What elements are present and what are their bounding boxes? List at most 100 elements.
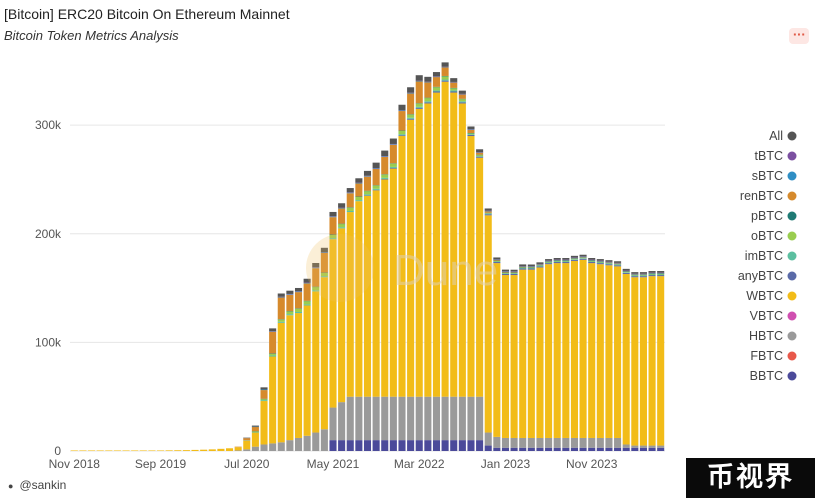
legend-label-tbtc[interactable]: tBTC: [755, 149, 783, 163]
author-credit[interactable]: ● @sankin: [8, 478, 66, 492]
bar-segment-imbtc: [467, 134, 475, 135]
x-tick-label: Sep 2019: [135, 457, 187, 471]
bar-segment-obtc: [277, 319, 285, 322]
bar-segment-wbtc: [96, 450, 104, 451]
legend-label-pbtc[interactable]: pBTC: [751, 209, 783, 223]
y-tick-label: 300k: [35, 118, 62, 132]
bar-segment-imbtc: [398, 134, 406, 136]
bar-segment-wbtc: [588, 263, 596, 438]
bar-segment-hbtc: [545, 437, 553, 448]
bar-segment-wbtc: [182, 450, 190, 451]
bar-segment-hbtc: [415, 396, 423, 441]
legend-label-vbtc[interactable]: VBTC: [750, 309, 783, 323]
legend-label-fbtc[interactable]: FBTC: [750, 349, 783, 363]
bar-segment-bbtc: [355, 440, 363, 451]
bar-segment-sbtc: [260, 389, 268, 391]
legend-swatch-anybtc[interactable]: [787, 271, 797, 281]
legend-swatch-obtc[interactable]: [787, 231, 797, 241]
bar-segment-imbtc: [312, 290, 320, 292]
bar-segment-bbtc: [510, 447, 518, 451]
bar-segment-wbtc: [303, 305, 311, 436]
bar-segment-hbtc: [467, 396, 475, 441]
x-axis-ticks: Nov 2018 Sep 2019 Jul 2020 May 2021 Mar 2022…: [49, 457, 618, 471]
bar-segment-anybtc: [510, 273, 518, 276]
bar-segment-wbtc: [424, 103, 432, 397]
legend-label-imbtc[interactable]: imBTC: [745, 249, 783, 263]
bar-segment-hbtc: [639, 445, 647, 448]
legend-swatch-vbtc[interactable]: [787, 311, 797, 321]
bar-segment-renbtc: [269, 331, 277, 354]
bar-segment-hbtc: [501, 437, 510, 448]
legend-swatch-fbtc[interactable]: [787, 351, 797, 361]
bar-segment-hbtc: [260, 444, 268, 451]
bar-segment-wbtc: [338, 228, 346, 403]
bar-segment-obtc: [424, 98, 432, 102]
bar-segment-hbtc: [648, 445, 656, 448]
legend-swatch-imbtc[interactable]: [787, 251, 797, 261]
bar-segment-bbtc: [519, 447, 527, 451]
bar-segment-all: [605, 260, 613, 262]
legend-swatch-pbtc[interactable]: [787, 211, 797, 221]
bar-segment-wbtc: [251, 432, 259, 447]
bar-segment-obtc: [536, 265, 544, 266]
bar-segment-wbtc: [622, 273, 630, 445]
bar-segment-bbtc: [346, 440, 354, 451]
legend-swatch-wbtc[interactable]: [787, 291, 797, 301]
bar-segment-anybtc: [596, 263, 604, 265]
legend-swatch-renbtc[interactable]: [787, 191, 797, 201]
legend-swatch-all[interactable]: [787, 131, 797, 141]
bar-segment-obtc: [260, 399, 268, 401]
bar-segment-wbtc: [570, 260, 578, 438]
bar-segment-all: [536, 262, 544, 264]
legend-label-sbtc[interactable]: sBTC: [752, 169, 783, 183]
bar-segment-imbtc: [329, 238, 337, 240]
bar-segment-bbtc: [424, 440, 432, 451]
bar-segment-anybtc: [562, 262, 570, 264]
bar-segment-bbtc: [501, 447, 510, 451]
bar-segment-imbtc: [294, 311, 303, 314]
bar-segment-renbtc: [424, 82, 432, 98]
legend-label-obtc[interactable]: oBTC: [751, 229, 783, 243]
legend-label-renbtc[interactable]: renBTC: [740, 189, 783, 203]
legend-swatch-bbtc[interactable]: [787, 371, 797, 381]
legend-label-hbtc[interactable]: HBTC: [749, 329, 783, 343]
bar-segment-imbtc: [545, 262, 553, 264]
bar-segment-wbtc: [501, 275, 510, 438]
bar-segment-all: [441, 62, 449, 67]
bar-segment-anybtc: [424, 102, 432, 104]
bar-segment-imbtc: [501, 273, 510, 274]
bar-segment-imbtc: [605, 263, 613, 265]
more-options-button[interactable]: ···: [789, 28, 809, 44]
legend-label-wbtc[interactable]: WBTC: [746, 289, 783, 303]
chart-title: [Bitcoin] ERC20 Bitcoin On Ethereum Main…: [4, 6, 290, 22]
bar-segment-obtc: [286, 311, 294, 315]
bar-segment-imbtc: [588, 261, 596, 263]
bar-segment-anybtc: [622, 272, 630, 274]
bar-segment-sbtc: [286, 294, 294, 295]
bar-segment-all: [320, 247, 328, 253]
bar-segment-hbtc: [493, 436, 501, 448]
bar-segment-renbtc: [329, 217, 337, 235]
bar-segment-imbtc: [407, 117, 415, 119]
bar-segment-renbtc: [243, 438, 251, 441]
bar-segment-imbtc: [251, 431, 259, 433]
bar-segment-anybtc: [631, 276, 639, 278]
bar-segment-sbtc: [346, 192, 354, 194]
bar-segment-bbtc: [596, 447, 604, 451]
bar-segment-bbtc: [450, 440, 458, 451]
bar-segment-wbtc: [329, 239, 337, 408]
legend-swatch-sbtc[interactable]: [787, 171, 797, 181]
bar-segment-wbtc: [131, 450, 139, 451]
bar-segment-bbtc: [415, 440, 423, 451]
legend-swatch-hbtc[interactable]: [787, 331, 797, 341]
legend-label-bbtc[interactable]: BBTC: [750, 369, 783, 383]
bar-segment-renbtc: [493, 259, 501, 261]
legend-label-anybtc[interactable]: anyBTC: [738, 269, 783, 283]
bar-segment-hbtc: [320, 429, 328, 451]
legend-swatch-tbtc[interactable]: [787, 151, 797, 161]
legend-label-all[interactable]: All: [769, 129, 783, 143]
bar-segment-obtc: [519, 267, 527, 268]
bar-segment-obtc: [320, 272, 328, 277]
legend[interactable]: All tBTC sBTC renBTC pBTC oBTC imBTC anyBTC WBTC…: [738, 129, 797, 383]
